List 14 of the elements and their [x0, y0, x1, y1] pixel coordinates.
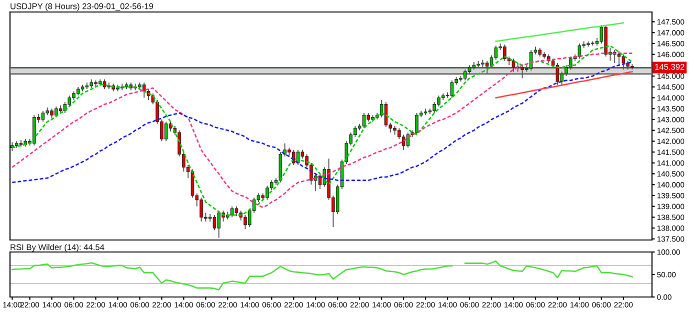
candlestick — [617, 50, 621, 66]
candlestick — [41, 110, 45, 122]
candlestick — [234, 206, 238, 217]
candlestick — [142, 82, 146, 98]
chart-title: USDJPY (8 Hours) 23-09-01_02-56-19 — [10, 3, 154, 11]
candlestick — [362, 112, 366, 129]
line-series — [495, 71, 633, 98]
ref-line-label: 145.392 — [655, 64, 684, 70]
candlestick — [68, 95, 72, 107]
candlestick — [164, 121, 168, 142]
line-series — [495, 22, 624, 42]
candlestick — [212, 214, 216, 231]
chart-title: RSI By Wilder (14): 44.54 — [10, 244, 104, 252]
candlestick — [450, 80, 454, 98]
